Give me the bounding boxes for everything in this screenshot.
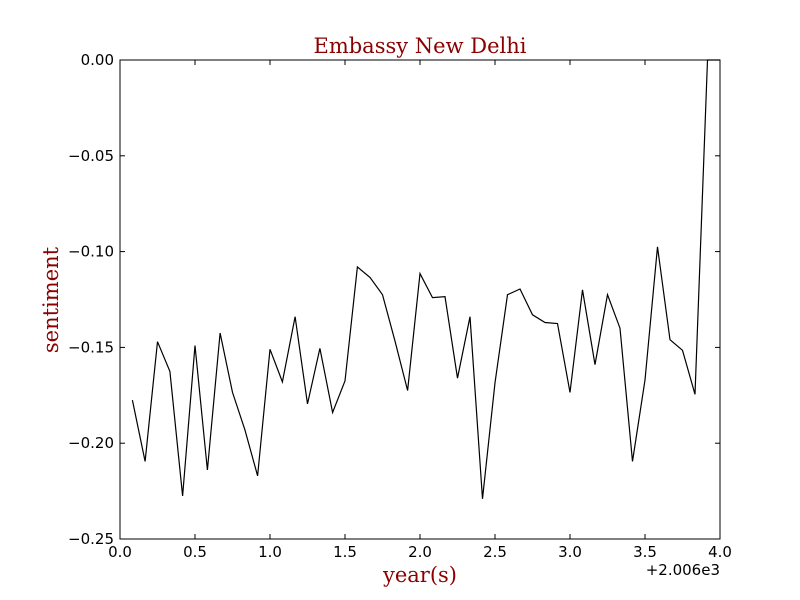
y-tick-label: 0.00 <box>81 51 114 69</box>
y-tick-label: −0.25 <box>68 530 114 548</box>
sentiment-series-line <box>131 59 720 499</box>
x-tick-label: 3.0 <box>558 543 582 561</box>
x-axis-label: year(s) <box>382 563 457 587</box>
y-axis-ticks: 0.00 −0.05 −0.10 −0.15 −0.20 −0.25 <box>68 51 720 548</box>
x-axis-ticks: 0.0 0.5 1.0 1.5 2.0 2.5 3.0 3.5 4.0 <box>108 60 732 561</box>
x-tick-label: 0.5 <box>183 543 207 561</box>
x-tick-label: 3.5 <box>633 543 657 561</box>
x-tick-label: 2.0 <box>408 543 432 561</box>
plot-area <box>119 59 721 540</box>
x-tick-label: 1.5 <box>333 543 357 561</box>
y-tick-label: −0.05 <box>68 147 114 165</box>
x-axis-offset-label: +2.006e3 <box>646 561 720 579</box>
y-tick-label: −0.20 <box>68 434 114 452</box>
x-tick-label: 2.5 <box>483 543 507 561</box>
y-tick-label: −0.10 <box>68 243 114 261</box>
y-axis-label: sentiment <box>39 246 63 353</box>
x-tick-label: 4.0 <box>708 543 732 561</box>
x-tick-label: 1.0 <box>258 543 282 561</box>
y-tick-label: −0.15 <box>68 338 114 356</box>
chart-title: Embassy New Delhi <box>314 34 527 58</box>
x-tick-label: 0.0 <box>108 543 132 561</box>
